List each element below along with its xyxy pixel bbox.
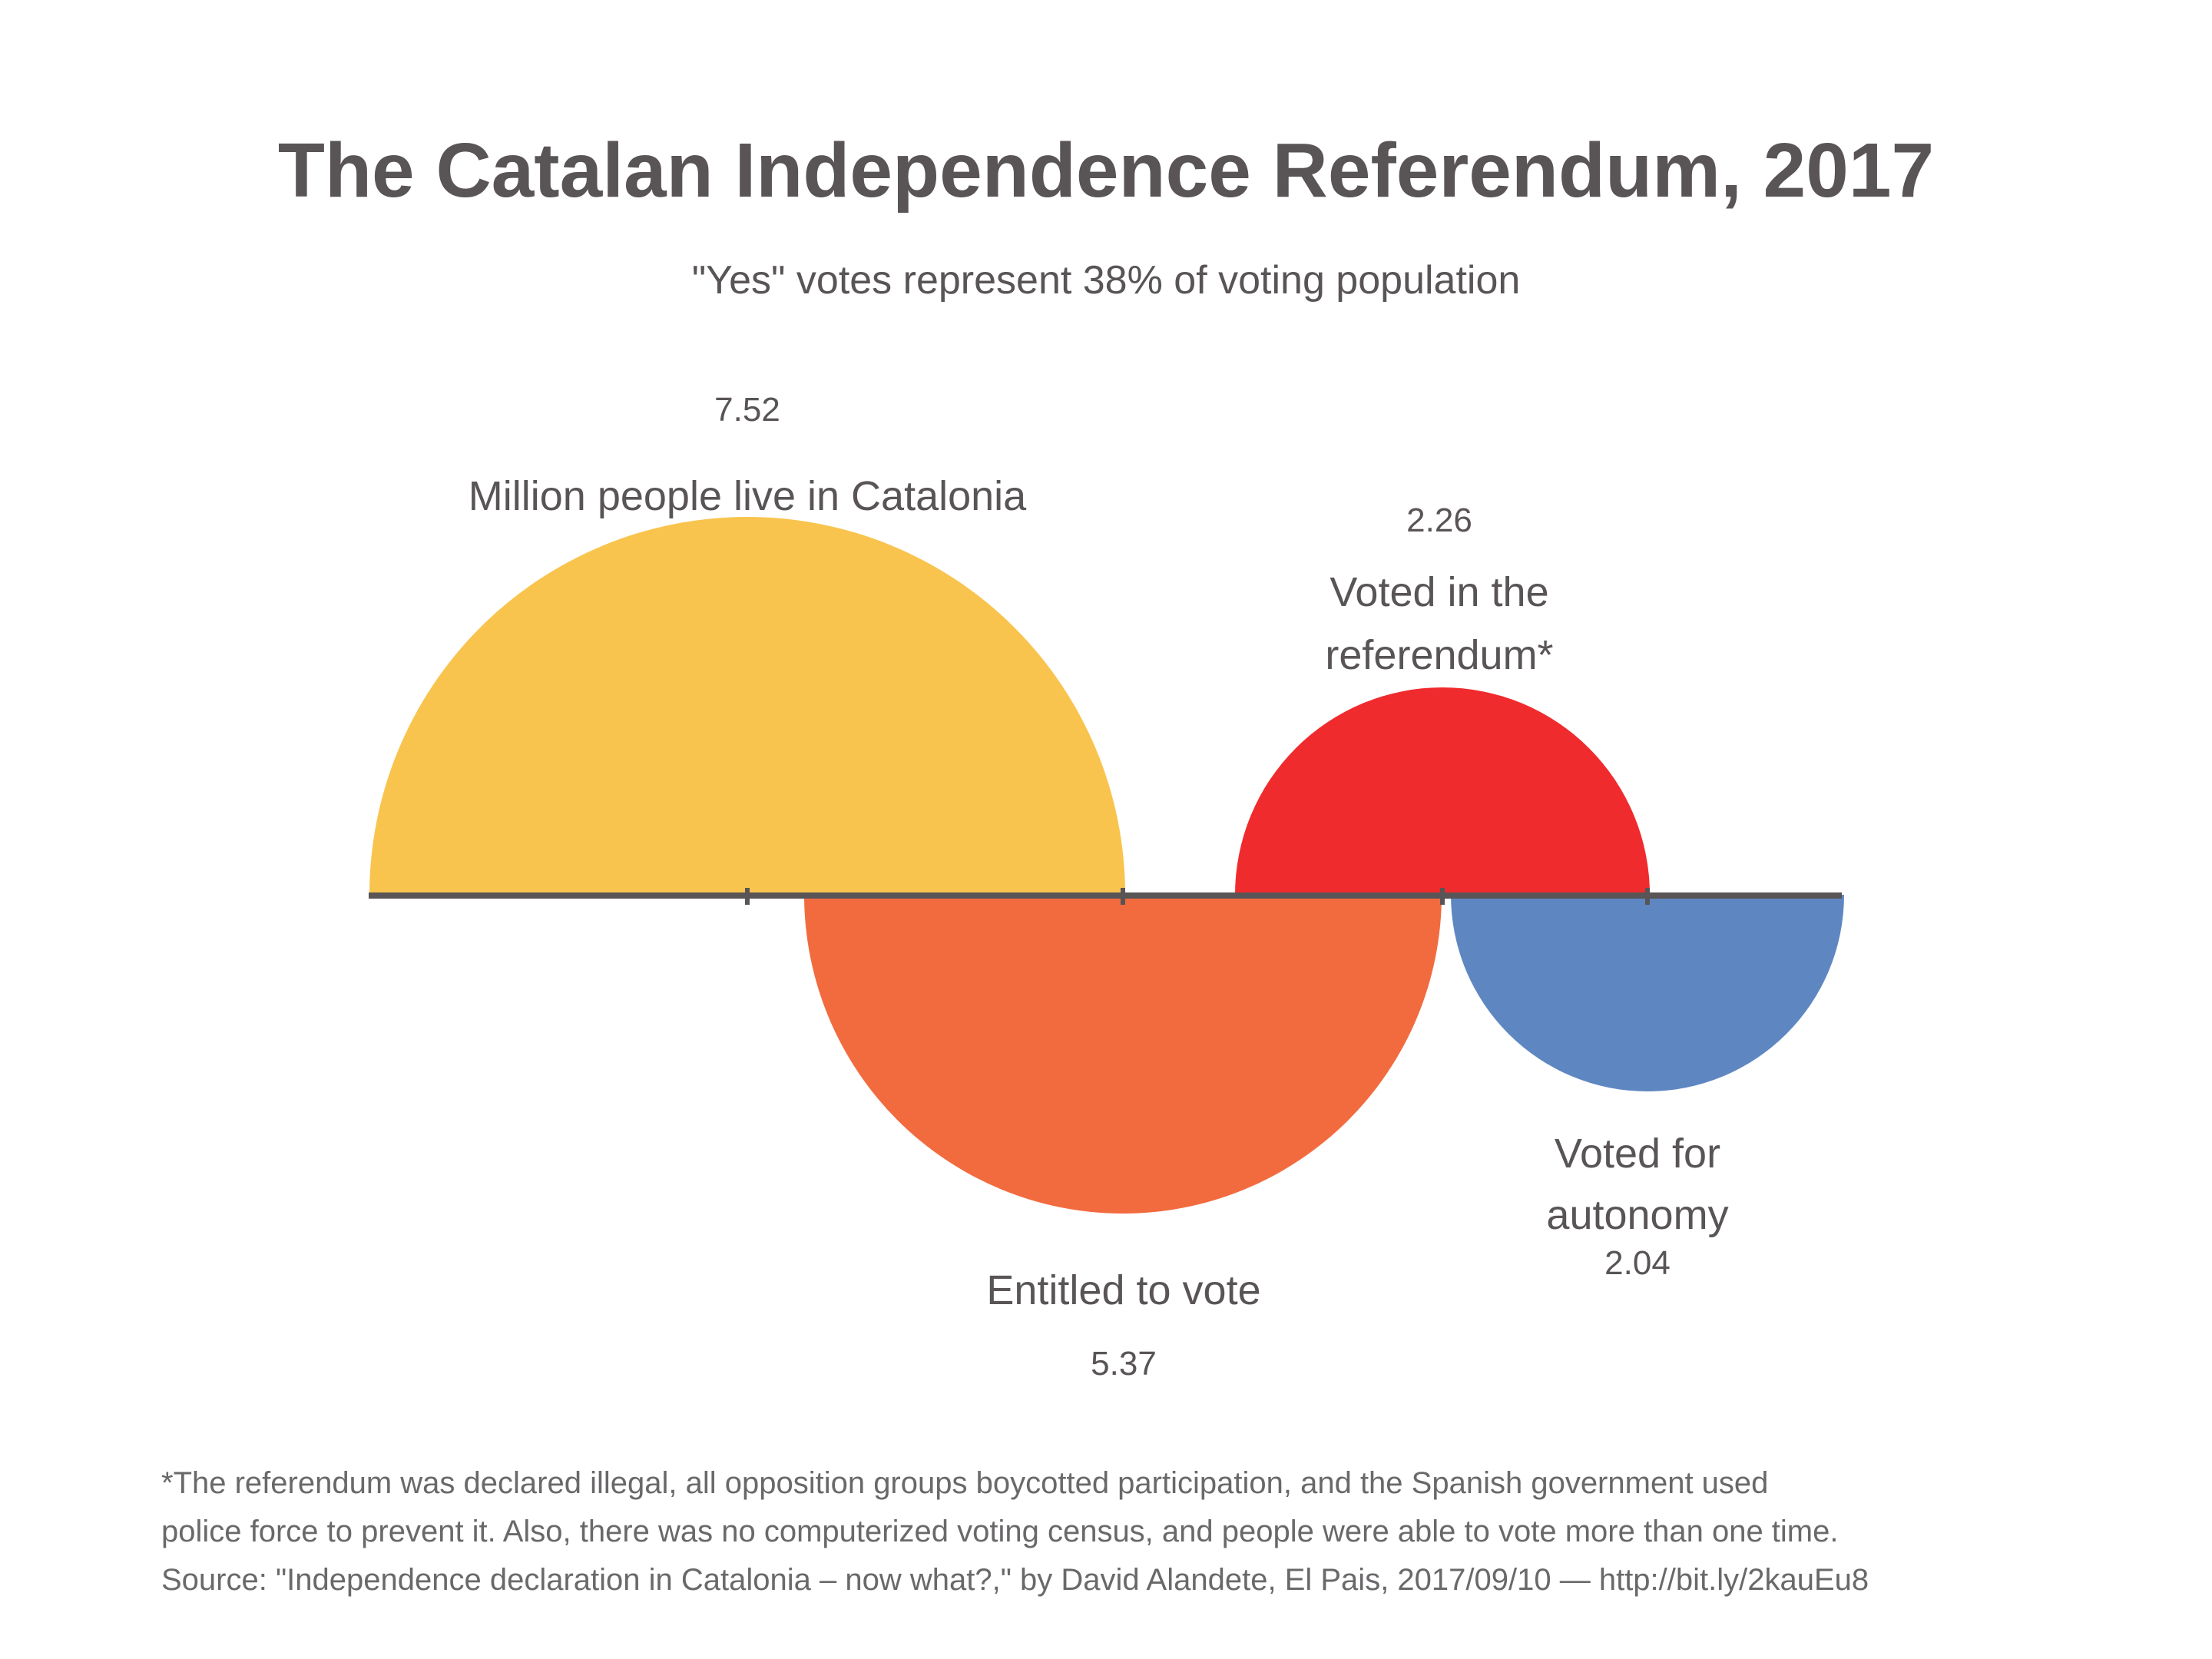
axis-tick-0 — [745, 888, 750, 905]
label-block-referendum: 2.26 Voted in the referendum* — [1224, 501, 1654, 687]
footnote-line-2: police force to prevent it. Also, there … — [161, 1515, 1839, 1548]
chart-subtitle: "Yes" votes represent 38% of voting popu… — [691, 258, 1521, 303]
value-referendum: 2.26 — [1406, 502, 1472, 539]
chart-title: The Catalan Independence Referendum, 201… — [277, 127, 1935, 214]
semicircle-2 — [1235, 687, 1650, 895]
semicircle-1 — [804, 895, 1442, 1214]
label-catalonia: Million people live in Catalonia — [468, 473, 1027, 519]
footnote: *The referendum was declared illegal, al… — [161, 1459, 2020, 1604]
baseline-axis — [369, 892, 1842, 899]
footnote-line-1: *The referendum was declared illegal, al… — [161, 1466, 1769, 1500]
value-catalonia: 7.52 — [714, 391, 780, 429]
label-entitled: Entitled to vote — [986, 1267, 1261, 1313]
label-block-entitled: Entitled to vote 5.37 — [778, 1258, 1469, 1386]
semicircle-3 — [1451, 895, 1844, 1091]
axis-tick-1 — [1121, 888, 1125, 905]
footnote-line-3: Source: "Independence declaration in Cat… — [161, 1563, 1869, 1597]
label-block-catalonia: 7.52 Million people live in Catalonia — [325, 389, 1170, 527]
semicircle-0 — [369, 517, 1125, 895]
label-block-autonomy: Voted for autonomy 2.04 — [1472, 1123, 1803, 1281]
axis-tick-3 — [1645, 888, 1650, 905]
value-entitled: 5.37 — [1091, 1345, 1157, 1382]
axis-tick-2 — [1440, 888, 1445, 905]
label-referendum: Voted in the referendum* — [1325, 569, 1554, 678]
label-autonomy: Voted for autonomy — [1546, 1131, 1729, 1238]
value-autonomy: 2.04 — [1604, 1244, 1671, 1282]
